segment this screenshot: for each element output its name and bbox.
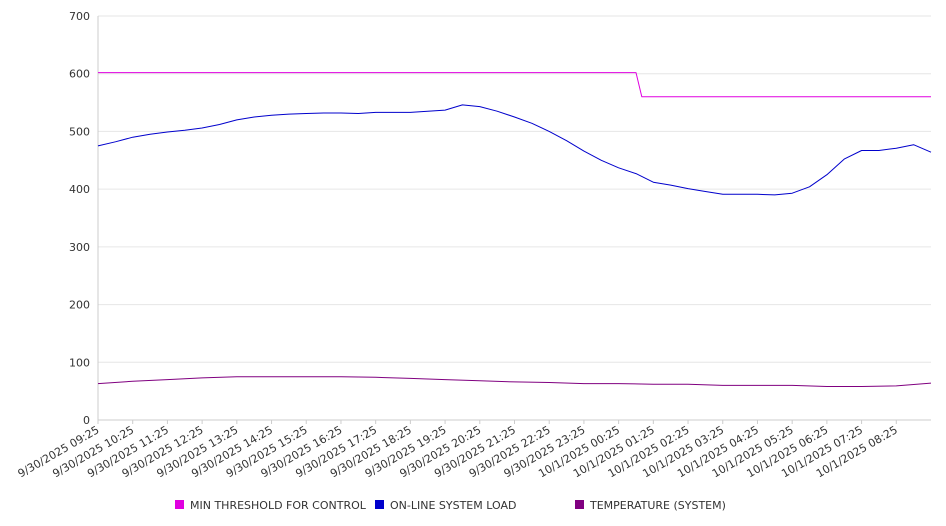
y-tick-label: 0 (83, 414, 90, 427)
legend-label: ON-LINE SYSTEM LOAD (390, 499, 516, 512)
legend: MIN THRESHOLD FOR CONTROL ON-LINE SYSTEM … (175, 499, 726, 512)
series-line-2 (97, 376, 932, 387)
y-tick-label: 100 (69, 356, 90, 369)
y-tick-label: 700 (69, 10, 90, 23)
plot-area (97, 72, 932, 387)
legend-swatch (575, 500, 584, 509)
legend-swatch (175, 500, 184, 509)
legend-label: MIN THRESHOLD FOR CONTROL (190, 499, 367, 512)
x-axis: 9/30/2025 09:259/30/2025 10:259/30/2025 … (16, 419, 931, 480)
series-line-0 (98, 72, 931, 98)
legend-swatch (375, 500, 384, 509)
y-tick-label: 500 (69, 125, 90, 138)
y-tick-label: 600 (69, 68, 90, 81)
y-tick-label: 300 (69, 241, 90, 254)
legend-label: TEMPERATURE (SYSTEM) (589, 499, 726, 512)
y-tick-label: 200 (69, 299, 90, 312)
series-line-1 (97, 104, 932, 196)
y-tick-label: 400 (69, 183, 90, 196)
gridlines (98, 15, 931, 421)
y-axis: 0 100 200 300 400 500 600 700 (69, 10, 99, 427)
